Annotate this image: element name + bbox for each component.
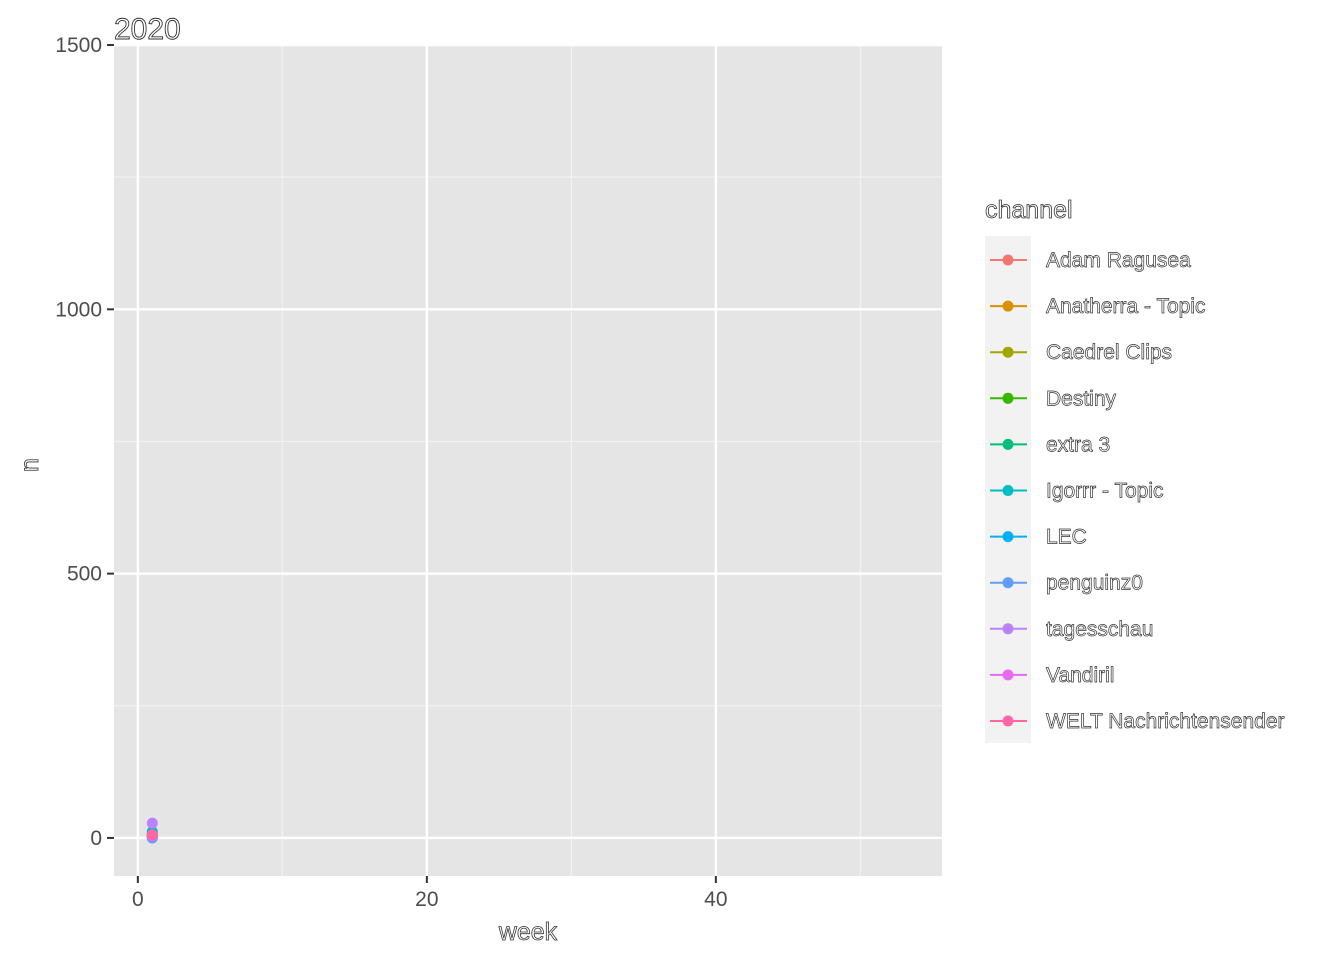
legend-key-point <box>1002 300 1014 312</box>
minor-gridlines <box>114 45 942 876</box>
y-tick-label: 1500 <box>55 34 102 57</box>
legend-key-point <box>1002 531 1014 543</box>
legend-key-point <box>1002 669 1014 681</box>
chart-title: 2020 <box>114 13 181 46</box>
legend-key-point <box>1002 577 1014 589</box>
x-tick-label: 20 <box>415 888 438 911</box>
y-tick-label: 0 <box>90 827 102 850</box>
legend-item: tagesschau <box>990 617 1154 641</box>
series-group <box>146 817 158 829</box>
data-point <box>146 829 158 841</box>
y-tick-label: 1000 <box>55 298 102 321</box>
legend-label: LEC <box>1046 526 1087 549</box>
axis-ticks <box>107 44 717 883</box>
x-tick-label: 0 <box>132 888 144 911</box>
legend-item: Igorrr - Topic <box>990 479 1164 503</box>
legend-label: Adam Ragusea <box>1046 249 1191 272</box>
legend-label: penguinz0 <box>1046 572 1143 595</box>
legend-label: Destiny <box>1046 387 1117 410</box>
legend-item: extra 3 <box>990 433 1111 457</box>
legend-key-point <box>1002 715 1014 727</box>
legend-item: penguinz0 <box>990 571 1143 595</box>
x-tick-label: 40 <box>704 888 727 911</box>
legend-key-point <box>1002 623 1014 635</box>
legend-title: channel <box>985 196 1073 224</box>
legend-label: Anatherra - Topic <box>1046 295 1206 318</box>
y-axis-title: n <box>16 458 44 472</box>
legend-label: WELT Nachrichtensender <box>1046 710 1285 733</box>
legend-label: extra 3 <box>1046 433 1110 456</box>
legend-item: Caedrel Clips <box>990 341 1172 365</box>
legend-item: Vandiril <box>990 664 1115 687</box>
legend-label: Caedrel Clips <box>1046 341 1172 364</box>
legend-item: Destiny <box>990 387 1117 411</box>
data-point <box>146 817 158 829</box>
legend-label: tagesschau <box>1046 618 1153 641</box>
plot-panel <box>114 45 942 876</box>
legend-item: LEC <box>990 525 1087 549</box>
legend-key-point <box>1002 392 1014 404</box>
legend: channel Adam Ragusea Anatherra - Topic Cae… <box>985 196 1285 743</box>
legend-key-point <box>1002 485 1014 496</box>
data-series <box>146 817 158 844</box>
legend-label: Vandiril <box>1046 664 1114 687</box>
major-gridlines <box>114 43 942 876</box>
series-group <box>146 829 158 841</box>
tick-labels: 0 20 40 0 500 1000 1500 <box>55 34 727 911</box>
y-tick-label: 500 <box>67 563 102 586</box>
legend-key-point <box>1002 438 1014 450</box>
x-axis-title: week <box>498 918 558 946</box>
legend-key-point <box>1002 346 1014 358</box>
legend-key-point <box>1002 254 1014 266</box>
legend-item: Anatherra - Topic <box>990 295 1206 318</box>
legend-label: Igorrr - Topic <box>1046 480 1163 503</box>
legend-item: WELT Nachrichtensender <box>990 710 1285 733</box>
legend-item: Adam Ragusea <box>990 249 1191 272</box>
